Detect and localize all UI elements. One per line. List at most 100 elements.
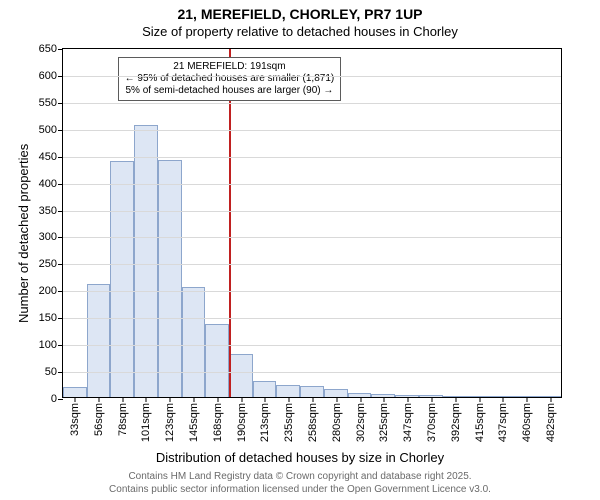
gridline bbox=[63, 372, 561, 373]
x-tick-label: 213sqm bbox=[259, 403, 271, 442]
annotation-line3: 5% of semi-detached houses are larger (9… bbox=[125, 85, 335, 97]
y-tick-label: 400 bbox=[39, 178, 57, 190]
bar bbox=[276, 385, 300, 397]
x-tick-mark bbox=[503, 397, 504, 402]
x-tick-label: 302sqm bbox=[355, 403, 367, 442]
x-tick-label: 437sqm bbox=[497, 403, 509, 442]
gridline bbox=[63, 291, 561, 292]
annotation-line2: ← 95% of detached houses are smaller (1,… bbox=[125, 73, 335, 85]
x-tick-mark bbox=[74, 397, 75, 402]
y-tick-label: 450 bbox=[39, 151, 57, 163]
x-tick-label: 56sqm bbox=[93, 403, 105, 436]
chart-subtitle: Size of property relative to detached ho… bbox=[0, 24, 600, 39]
x-tick-label: 190sqm bbox=[236, 403, 248, 442]
x-tick-mark bbox=[527, 397, 528, 402]
chart-title: 21, MEREFIELD, CHORLEY, PR7 1UP bbox=[0, 6, 600, 22]
y-tick-label: 250 bbox=[39, 258, 57, 270]
x-tick-mark bbox=[479, 397, 480, 402]
credits-text: Contains HM Land Registry data © Crown c… bbox=[0, 471, 600, 496]
y-tick-mark bbox=[58, 130, 63, 131]
bar bbox=[253, 381, 277, 397]
y-tick-label: 50 bbox=[45, 366, 57, 378]
x-tick-label: 145sqm bbox=[188, 403, 200, 442]
x-tick-mark bbox=[432, 397, 433, 402]
credits-line2: Contains public sector information licen… bbox=[0, 484, 600, 497]
x-tick-mark bbox=[408, 397, 409, 402]
y-tick-mark bbox=[58, 103, 63, 104]
x-tick-mark bbox=[98, 397, 99, 402]
y-tick-label: 650 bbox=[39, 43, 57, 55]
bar bbox=[490, 396, 514, 397]
plot-area: 21 MEREFIELD: 191sqm ← 95% of detached h… bbox=[62, 48, 562, 398]
x-tick-label: 78sqm bbox=[117, 403, 129, 436]
y-tick-mark bbox=[58, 372, 63, 373]
y-tick-mark bbox=[58, 211, 63, 212]
x-tick-mark bbox=[455, 397, 456, 402]
y-tick-label: 200 bbox=[39, 285, 57, 297]
bar bbox=[324, 389, 348, 397]
bar bbox=[537, 396, 561, 397]
y-tick-mark bbox=[58, 399, 63, 400]
x-tick-mark bbox=[146, 397, 147, 402]
gridline bbox=[63, 103, 561, 104]
x-tick-mark bbox=[551, 397, 552, 402]
gridline bbox=[63, 211, 561, 212]
x-axis-title: Distribution of detached houses by size … bbox=[0, 450, 600, 465]
bar bbox=[300, 386, 324, 397]
y-tick-label: 350 bbox=[39, 205, 57, 217]
y-tick-label: 600 bbox=[39, 70, 57, 82]
y-axis-title: Number of detached properties bbox=[16, 144, 31, 323]
x-tick-mark bbox=[289, 397, 290, 402]
x-tick-label: 415sqm bbox=[474, 403, 486, 442]
bar bbox=[63, 387, 87, 397]
x-tick-mark bbox=[241, 397, 242, 402]
x-tick-label: 168sqm bbox=[212, 403, 224, 442]
y-tick-mark bbox=[58, 345, 63, 346]
y-tick-mark bbox=[58, 291, 63, 292]
y-tick-label: 0 bbox=[51, 393, 57, 405]
x-tick-label: 482sqm bbox=[545, 403, 557, 442]
chart-container: 21, MEREFIELD, CHORLEY, PR7 1UP Size of … bbox=[0, 0, 600, 500]
x-tick-mark bbox=[122, 397, 123, 402]
y-tick-mark bbox=[58, 237, 63, 238]
annotation-box: 21 MEREFIELD: 191sqm ← 95% of detached h… bbox=[118, 57, 342, 101]
gridline bbox=[63, 318, 561, 319]
x-tick-label: 280sqm bbox=[331, 403, 343, 442]
x-tick-label: 325sqm bbox=[378, 403, 390, 442]
y-tick-label: 500 bbox=[39, 124, 57, 136]
x-tick-mark bbox=[336, 397, 337, 402]
y-tick-mark bbox=[58, 76, 63, 77]
y-tick-mark bbox=[58, 157, 63, 158]
x-tick-mark bbox=[265, 397, 266, 402]
y-tick-label: 300 bbox=[39, 231, 57, 243]
y-tick-label: 100 bbox=[39, 339, 57, 351]
y-tick-mark bbox=[58, 318, 63, 319]
bar bbox=[466, 396, 490, 397]
bar bbox=[134, 125, 158, 397]
gridline bbox=[63, 345, 561, 346]
x-tick-label: 235sqm bbox=[283, 403, 295, 442]
x-tick-label: 123sqm bbox=[164, 403, 176, 442]
y-tick-label: 150 bbox=[39, 312, 57, 324]
y-tick-mark bbox=[58, 49, 63, 50]
x-tick-label: 392sqm bbox=[450, 403, 462, 442]
gridline bbox=[63, 184, 561, 185]
x-tick-mark bbox=[170, 397, 171, 402]
annotation-line1: 21 MEREFIELD: 191sqm bbox=[125, 61, 335, 73]
bar bbox=[205, 324, 229, 397]
gridline bbox=[63, 130, 561, 131]
bar bbox=[158, 160, 182, 397]
gridline bbox=[63, 157, 561, 158]
bar bbox=[514, 396, 538, 397]
bar bbox=[182, 287, 206, 397]
x-tick-mark bbox=[384, 397, 385, 402]
x-tick-label: 33sqm bbox=[69, 403, 81, 436]
y-tick-label: 550 bbox=[39, 97, 57, 109]
credits-line1: Contains HM Land Registry data © Crown c… bbox=[0, 471, 600, 484]
gridline bbox=[63, 237, 561, 238]
bar bbox=[110, 161, 134, 397]
x-tick-mark bbox=[313, 397, 314, 402]
bar bbox=[229, 354, 253, 397]
gridline bbox=[63, 76, 561, 77]
x-tick-mark bbox=[217, 397, 218, 402]
